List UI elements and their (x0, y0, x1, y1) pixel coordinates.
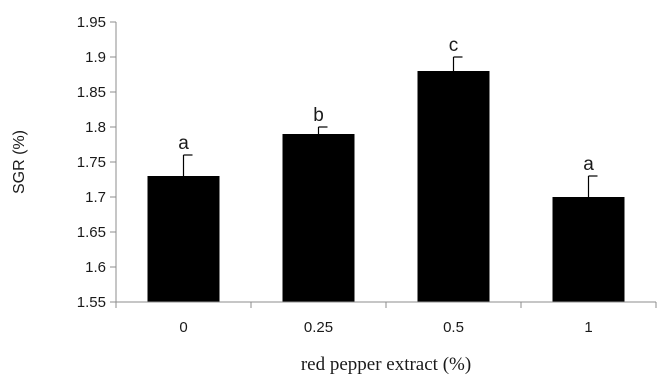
significance-label: c (449, 35, 459, 56)
bar (147, 176, 220, 302)
y-axis-label: SGR (%) (11, 130, 28, 194)
bar (417, 71, 490, 302)
y-tick-label: 1.65 (77, 224, 106, 241)
y-tick-label: 1.75 (77, 154, 106, 171)
error-bars (182, 56, 598, 197)
bar (552, 197, 625, 302)
x-tick-label: 0.25 (304, 319, 333, 336)
y-tick-label: 1.7 (85, 189, 106, 206)
x-tick-label: 1 (584, 319, 592, 336)
y-axis-ticks: 1.55 1.6 1.65 1.7 1.75 1.8 1.85 1.9 1.95 (77, 14, 116, 311)
significance-label: b (313, 105, 324, 126)
y-tick-label: 1.95 (77, 14, 106, 31)
significance-labels: a b c a (178, 35, 594, 175)
bars (147, 71, 625, 302)
significance-label: a (178, 133, 189, 154)
bar (282, 134, 355, 302)
x-tick-label: 0.5 (443, 319, 464, 336)
x-axis-label: red pepper extract (%) (301, 354, 471, 375)
y-tick-label: 1.55 (77, 294, 106, 311)
significance-label: a (583, 154, 594, 175)
y-tick-label: 1.85 (77, 84, 106, 101)
x-tick-label: 0 (179, 319, 187, 336)
y-tick-label: 1.8 (85, 119, 106, 136)
y-tick-label: 1.6 (85, 259, 106, 276)
x-axis-ticks: 0 0.25 0.5 1 (115, 302, 657, 336)
y-tick-label: 1.9 (85, 49, 106, 66)
